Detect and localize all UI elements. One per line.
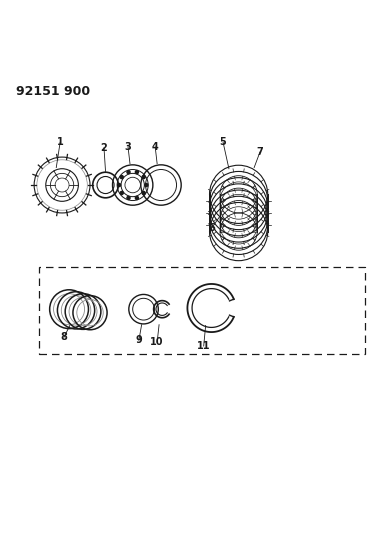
Text: 1: 1 (57, 138, 64, 147)
Circle shape (127, 196, 130, 199)
Text: 6: 6 (208, 223, 215, 233)
Circle shape (118, 183, 121, 187)
Circle shape (127, 171, 130, 174)
Text: 92151 900: 92151 900 (16, 85, 90, 98)
Text: 10: 10 (151, 337, 164, 347)
Text: 5: 5 (220, 138, 227, 147)
Text: 9: 9 (135, 335, 142, 345)
Circle shape (135, 196, 139, 199)
Circle shape (145, 183, 148, 187)
Circle shape (142, 175, 145, 179)
Text: 11: 11 (197, 341, 210, 351)
Text: 4: 4 (152, 142, 159, 152)
Bar (39, 266, 365, 354)
Text: 3: 3 (125, 142, 132, 152)
Circle shape (120, 175, 123, 179)
Circle shape (120, 191, 123, 195)
Text: 8: 8 (61, 332, 68, 342)
Text: 2: 2 (100, 143, 107, 153)
Circle shape (135, 171, 139, 174)
Circle shape (142, 191, 145, 195)
Text: 7: 7 (256, 147, 263, 157)
